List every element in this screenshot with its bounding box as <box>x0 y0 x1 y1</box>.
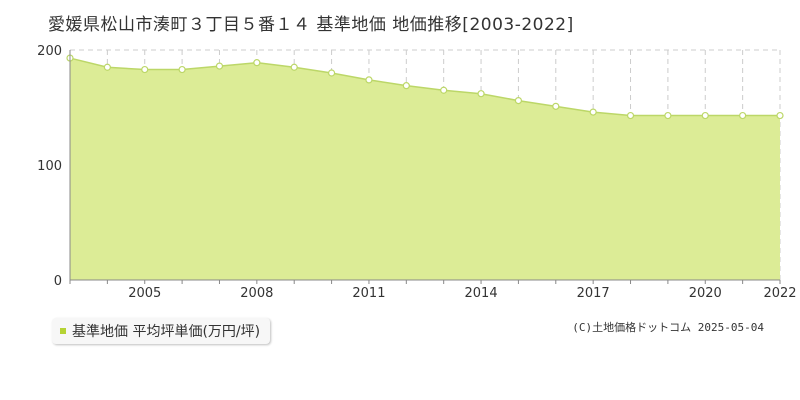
plot-layer <box>66 54 784 280</box>
data-point <box>701 111 709 120</box>
y-tick-label: 100 <box>37 159 62 174</box>
legend-swatch <box>60 328 66 334</box>
y-tick-label: 0 <box>54 274 62 289</box>
data-point <box>327 69 336 77</box>
data-point <box>477 90 485 98</box>
series-area <box>70 58 780 280</box>
data-point <box>514 96 523 105</box>
x-tick-label: 2005 <box>128 286 161 301</box>
data-point <box>290 63 298 71</box>
x-tick-label: 2014 <box>465 286 498 301</box>
data-point <box>103 63 111 71</box>
data-point <box>141 65 149 74</box>
data-point <box>365 76 373 84</box>
data-point <box>178 65 186 74</box>
x-tick-label: 2011 <box>352 286 385 301</box>
data-point <box>776 111 784 120</box>
x-tick-label: 2020 <box>689 286 722 301</box>
data-point <box>739 111 747 120</box>
x-tick-label: 2017 <box>577 286 610 301</box>
x-tick-label: 2008 <box>240 286 273 301</box>
data-point <box>253 59 261 67</box>
data-point <box>215 62 224 70</box>
legend: 基準地価 平均坪単価(万円/坪) <box>52 318 271 344</box>
legend-label: 基準地価 平均坪単価(万円/坪) <box>72 324 261 340</box>
x-tick-label: 2022 <box>763 286 796 301</box>
axis-layer: 0 100 200 2005 2008 2011 2014 2017 2020 2022 <box>37 44 796 301</box>
data-point <box>440 86 448 94</box>
data-point <box>664 111 672 120</box>
credit-text: (C)土地価格ドットコム 2025-05-04 <box>572 321 764 334</box>
data-point <box>552 102 560 110</box>
series-line <box>69 57 780 117</box>
data-point <box>589 108 597 116</box>
chart-title: 愛媛県松山市湊町３丁目５番１４ 基準地価 地価推移[2003-2022] <box>48 15 574 35</box>
data-point <box>402 82 410 90</box>
y-tick-label: 200 <box>37 44 62 59</box>
data-point <box>626 111 635 120</box>
